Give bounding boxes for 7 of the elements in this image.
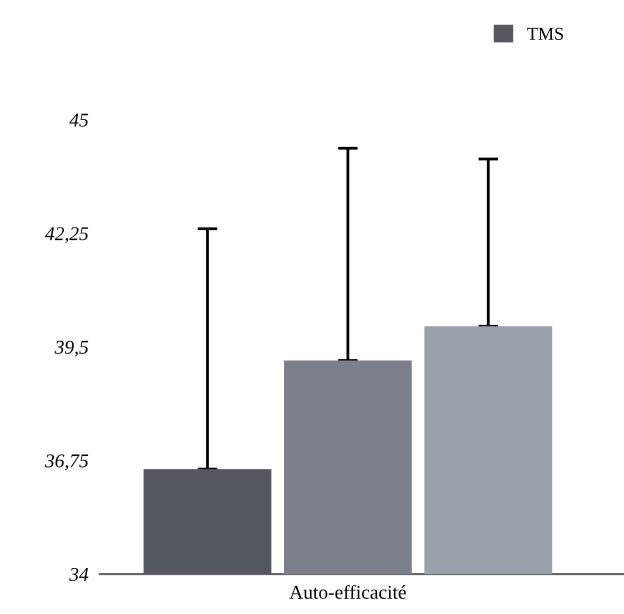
y-tick-label: 42,25 bbox=[45, 227, 88, 244]
y-tick-label: 36,75 bbox=[44, 454, 88, 470]
y-tick-label: 34 bbox=[69, 568, 88, 582]
y-tick-label: 45 bbox=[69, 114, 88, 127]
y-tick-label: 39,5 bbox=[54, 340, 88, 357]
x-tick-label: Auto-efficacité bbox=[289, 585, 406, 599]
legend-label: TMS bbox=[527, 28, 563, 40]
